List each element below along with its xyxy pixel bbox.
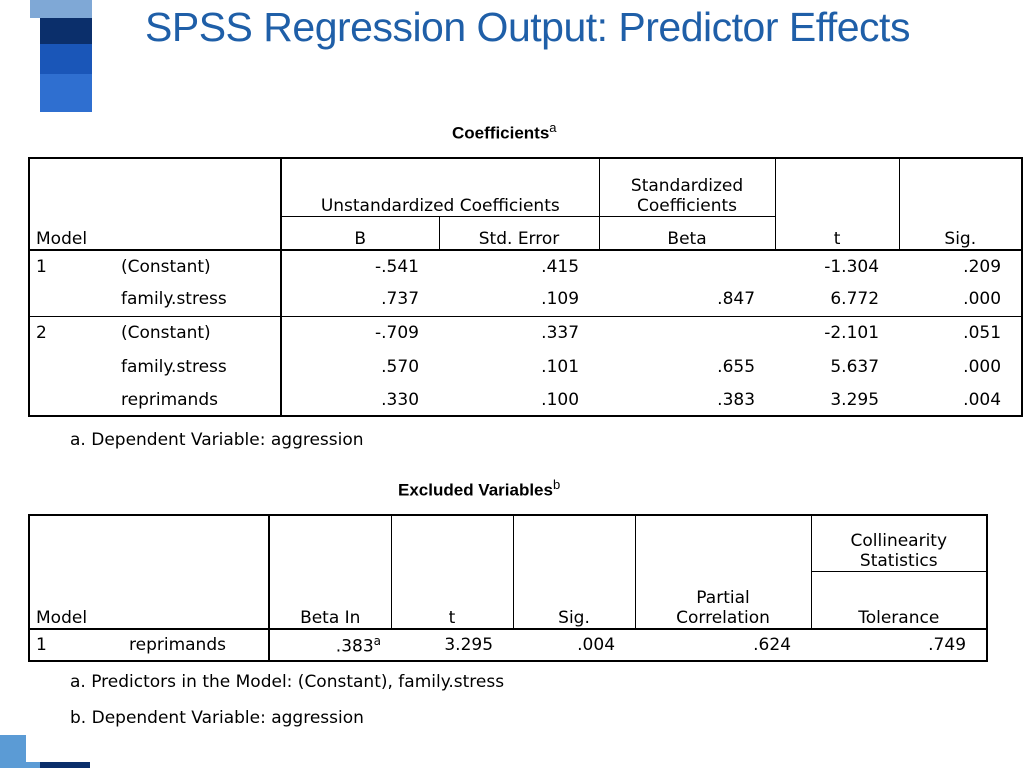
partial-header-line1: Partial [696, 588, 750, 608]
t-cell: -2.101 [824, 323, 880, 344]
std-error-header: Std. Error [438, 216, 600, 251]
coefficients-footnote: a. Dependent Variable: aggression [70, 430, 364, 450]
excluded-footnote-a: a. Predictors in the Model: (Constant), … [70, 672, 505, 692]
beta-in-header: Beta In [268, 515, 392, 630]
std-error-cell: .100 [541, 389, 580, 410]
beta-in-sup: a [373, 633, 382, 648]
model-header: Model [29, 158, 282, 251]
excluded-title-sup: b [552, 477, 561, 492]
excluded-title: Excluded Variablesb [398, 477, 560, 501]
table-row: 1 (Constant) -.541 .415 -1.304 .209 [29, 250, 1022, 282]
std-error-cell: .101 [541, 357, 580, 377]
model-cell [29, 350, 115, 384]
beta-cell [599, 250, 775, 282]
partial-cell: .624 [753, 635, 792, 655]
partial-header-line2: Correlation [676, 608, 770, 628]
strip-block [0, 0, 30, 145]
model-cell [29, 282, 115, 316]
t-header: t [390, 515, 514, 630]
table-row: 2 (Constant) -.709 .337 -2.101 .051 [29, 316, 1022, 350]
model-cell: 1 [36, 256, 47, 277]
predictor-cell: reprimands [129, 635, 226, 655]
tolerance-header: Tolerance [810, 571, 988, 630]
beta-in-cell: .383a [268, 629, 392, 661]
sig-header: Sig. [898, 158, 1023, 251]
sig-cell: .209 [963, 256, 1002, 277]
beta-cell: .655 [717, 357, 756, 377]
collinearity-header-line2: Statistics [859, 550, 938, 571]
predictor-cell: family.stress [121, 288, 227, 309]
model-cell: 1 [36, 635, 47, 655]
strip-block [30, 0, 92, 18]
standardized-header: Standardized Coefficients [598, 158, 776, 217]
beta-cell: .383 [717, 389, 756, 410]
table-row: reprimands .330 .100 .383 3.295 .004 [29, 384, 1022, 416]
t-cell: 5.637 [830, 357, 880, 377]
collinearity-header: Collinearity Statistics [810, 515, 988, 572]
partial-correlation-header: Partial Correlation [634, 515, 812, 630]
coefficients-table: Model Unstandardized Coefficients Standa… [28, 157, 1024, 417]
strip-block [40, 44, 92, 74]
sig-cell: .000 [963, 357, 1002, 377]
t-header: t [774, 158, 900, 251]
excluded-footnote-b: b. Dependent Variable: aggression [70, 708, 364, 728]
b-header: B [280, 216, 440, 251]
t-cell: 3.295 [444, 635, 494, 655]
coefficients-title: Coefficientsa [452, 120, 557, 144]
model-cell: 2 [36, 323, 47, 344]
strip-block [40, 74, 92, 114]
std-error-cell: .337 [541, 323, 580, 344]
beta-cell [599, 316, 775, 350]
sig-cell: .004 [577, 635, 616, 655]
standardized-header-line2: Coefficients [637, 195, 738, 216]
sig-cell: .000 [963, 288, 1002, 309]
table-row: 1 reprimands .383a 3.295 .004 .624 .749 [29, 629, 987, 661]
model-header: Model [29, 515, 270, 630]
t-cell: 3.295 [830, 389, 880, 410]
excluded-title-text: Excluded Variables [398, 480, 553, 500]
sig-cell: .004 [963, 389, 1002, 410]
standardized-header-line1: Standardized [630, 175, 744, 196]
b-cell: .737 [280, 282, 440, 316]
beta-header: Beta [598, 216, 776, 251]
sig-header: Sig. [512, 515, 636, 630]
collinearity-header-line1: Collinearity [850, 530, 948, 551]
predictor-cell: reprimands [121, 389, 218, 410]
excluded-variables-table: Model Beta In t Sig. Partial Correlation… [28, 514, 989, 662]
coefficients-title-text: Coefficients [452, 123, 550, 143]
strip-block [40, 18, 92, 44]
table-row: family.stress .570 .101 .655 5.637 .000 [29, 350, 1022, 384]
unstandardized-header: Unstandardized Coefficients [280, 158, 600, 217]
sig-cell: .051 [963, 323, 1002, 344]
b-cell: -.709 [280, 316, 440, 350]
t-cell: 6.772 [830, 288, 880, 309]
coefficients-title-sup: a [549, 120, 557, 135]
table-row: family.stress .737 .109 .847 6.772 .000 [29, 282, 1023, 316]
spss-output-panel: Coefficientsa Model Unstandardized Coeff… [26, 112, 1024, 762]
b-cell: .570 [280, 350, 440, 384]
std-error-cell: .415 [541, 256, 580, 277]
tolerance-cell: .749 [928, 635, 967, 655]
beta-in-value: .383 [335, 636, 374, 657]
beta-cell: .847 [717, 288, 756, 309]
predictor-cell: (Constant) [121, 323, 211, 344]
b-cell: .330 [280, 384, 440, 416]
predictor-cell: (Constant) [121, 256, 211, 277]
predictor-cell: family.stress [121, 357, 227, 377]
model-cell [29, 384, 115, 416]
std-error-cell: .109 [541, 288, 580, 309]
t-cell: -1.304 [824, 256, 880, 277]
b-cell: -.541 [280, 250, 440, 282]
slide-title: SPSS Regression Output: Predictor Effect… [145, 4, 910, 50]
